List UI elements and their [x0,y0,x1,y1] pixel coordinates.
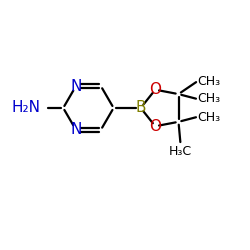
Text: B: B [136,100,146,116]
Text: H₂N: H₂N [11,100,40,116]
Text: N: N [70,79,82,94]
Text: H₃C: H₃C [169,144,192,158]
Text: N: N [70,122,82,137]
Text: H₂N: H₂N [12,100,41,116]
Text: CH₃: CH₃ [198,110,221,124]
Text: H: H [30,100,41,116]
Text: O: O [149,82,161,97]
Text: CH₃: CH₃ [198,92,221,106]
Text: CH₃: CH₃ [198,75,221,88]
Text: O: O [149,119,161,134]
